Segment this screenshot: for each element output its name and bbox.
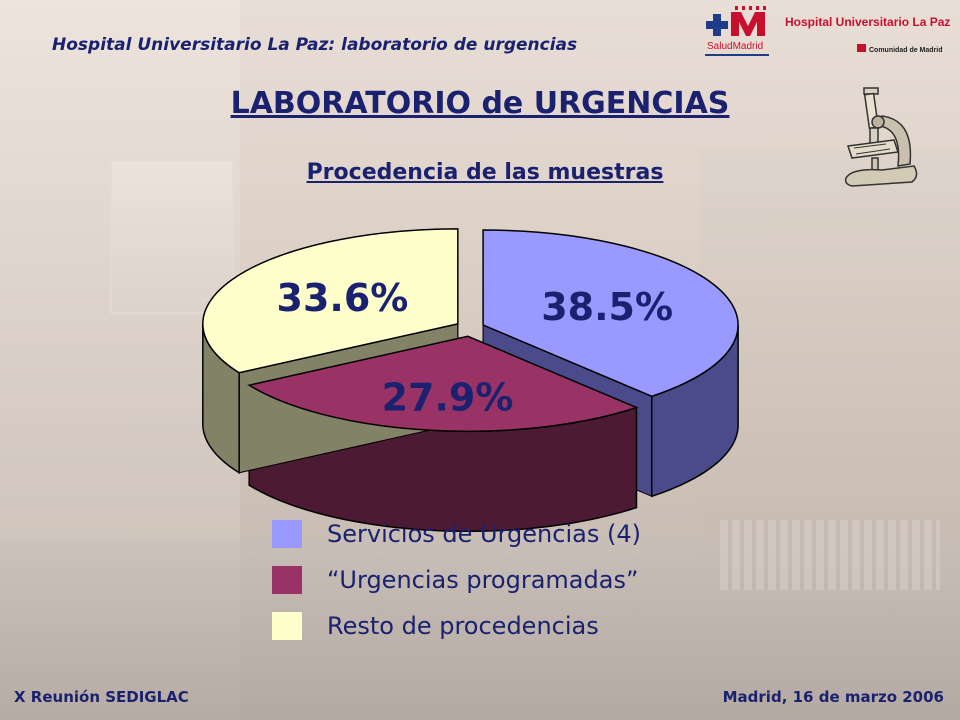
legend-label: Resto de procedencias: [327, 612, 599, 640]
legend-label: “Urgencias programadas”: [327, 566, 639, 594]
logo-hospital-name: Hospital Universitario La Paz: [785, 15, 950, 29]
legend-swatch: [272, 612, 302, 640]
legend-item: Resto de procedencias: [272, 610, 702, 656]
background-photo-right: [700, 150, 960, 570]
pie-value-label: 38.5%: [541, 285, 673, 329]
legend-item: Servicios de Urgencias (4): [272, 518, 702, 564]
legend-item: “Urgencias programadas”: [272, 564, 702, 610]
footer-date: Madrid, 16 de marzo 2006: [722, 688, 944, 706]
hospital-logo: SaludMadrid Hospital Universitario La Pa…: [705, 6, 950, 56]
chart-subtitle: Procedencia de las muestras: [306, 160, 664, 185]
background-photo-window: [110, 160, 234, 314]
header-title: Hospital Universitario La Paz: laborator…: [52, 35, 578, 55]
microscope-icon: [844, 87, 918, 187]
pie-slice: [482, 229, 739, 398]
legend-label: Servicios de Urgencias (4): [327, 520, 641, 548]
pie-slice: [202, 228, 459, 374]
logo-region-text: Comunidad de Madrid: [869, 47, 943, 54]
pie-slice: [247, 335, 639, 433]
legend-swatch: [272, 566, 302, 594]
page-title: LABORATORIO de URGENCIAS: [230, 86, 730, 121]
pie-value-label: 27.9%: [382, 376, 514, 420]
pie-value-label: 33.6%: [277, 276, 409, 320]
background-photo-rack: [720, 520, 940, 590]
chart-legend: Servicios de Urgencias (4) “Urgencias pr…: [272, 518, 702, 656]
pie-chart: 38.5% 27.9% 33.6%: [202, 228, 739, 533]
footer-event: X Reunión SEDIGLAC: [14, 688, 189, 706]
legend-swatch: [272, 520, 302, 548]
logo-brand-text: SaludMadrid: [707, 41, 763, 52]
